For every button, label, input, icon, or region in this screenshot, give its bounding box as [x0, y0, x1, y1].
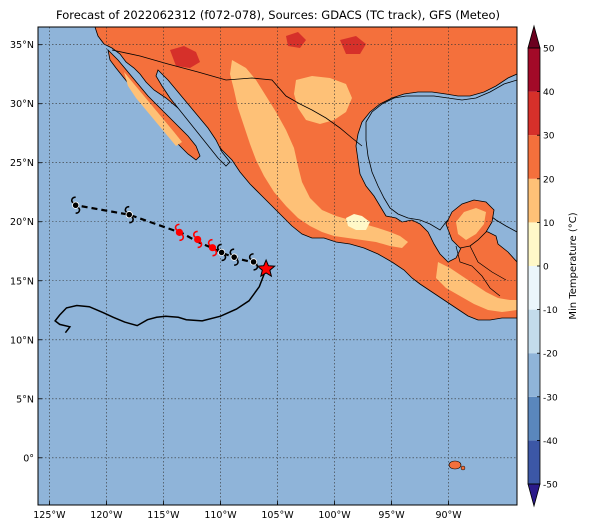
colorbar-bands: [527, 24, 541, 508]
gulf-of-california: [155, 69, 231, 167]
cyclone-eye: [208, 244, 217, 252]
lat-tick-label: 10°N: [10, 335, 34, 346]
cyclone-eye: [175, 228, 184, 236]
map-panel[interactable]: [37, 26, 518, 506]
cyclone-symbol-icon[interactable]: [124, 205, 134, 224]
lon-tick-label: 100°W: [318, 510, 351, 521]
land-layers: [38, 27, 517, 505]
lon-tick-label: 95°W: [378, 510, 405, 521]
colorbar-tick-label: 0: [543, 263, 549, 273]
lon-tick-label: 110°W: [204, 510, 237, 521]
cyclone-eye: [249, 258, 258, 266]
colorbar-tick-label: 50: [543, 45, 555, 55]
lon-tick-label: 120°W: [90, 510, 123, 521]
colorbar-tick-label: -10: [543, 306, 558, 316]
colorbar-tick-label: 20: [543, 175, 555, 185]
country-border-us-mexico: [111, 49, 363, 147]
cyclone-symbol-icon[interactable]: [70, 196, 81, 215]
colorbar-band: [528, 48, 540, 92]
longitude-axis: 125°W 120°W 115°W 110°W 105°W 100°W 95°W 90°W: [33, 501, 462, 521]
colorbar: 50 40 30 20 10 0 -10 -20 -30 -40 -50 Min Temperatu…: [527, 24, 579, 508]
colorbar-label: Min Temperature (°C): [568, 212, 579, 319]
map-title: Forecast of 2022062312 (f072-078), Sourc…: [56, 8, 500, 22]
lon-tick-label: 105°W: [261, 510, 294, 521]
colorbar-band: [528, 440, 540, 484]
lon-tick-label: 90°W: [435, 510, 462, 521]
lat-tick-label: 35°N: [10, 40, 34, 51]
lon-tick-label: 115°W: [147, 510, 180, 521]
warm-band-coast: [436, 262, 517, 312]
past-track-line: [54, 268, 267, 334]
country-border-central-america: [455, 245, 507, 297]
colorbar-tick-label: -50: [543, 481, 558, 491]
colorbar-tick-label: -30: [543, 393, 558, 403]
lat-tick-label: 5°N: [16, 394, 34, 405]
cyclone-symbol-icon[interactable]: [229, 248, 239, 266]
map-gridlines: [38, 27, 517, 505]
cyclone-symbol-icon[interactable]: [216, 243, 227, 262]
cyclone-symbol-icon[interactable]: [207, 238, 218, 257]
colorbar-band: [528, 266, 540, 310]
cyclone-symbol-icon[interactable]: [174, 223, 185, 242]
colorbar-tick-label: 30: [543, 132, 555, 142]
colorbar-band: [528, 91, 540, 136]
warm-band: [230, 60, 408, 248]
colorbar-tick-label: -20: [543, 350, 558, 360]
latitude-axis: 35°N 30°N 25°N 20°N 15°N 10°N 5°N 0°: [10, 40, 42, 464]
cyclone-eye: [218, 248, 226, 257]
colorbar-band: [528, 178, 540, 223]
colorbar-tick-label: 40: [543, 88, 555, 98]
cyclone-track[interactable]: [54, 196, 276, 334]
cyclone-symbol-icon[interactable]: [248, 253, 259, 271]
warm-band-north: [294, 76, 352, 124]
colorbar-band: [528, 309, 540, 354]
cyclone-eye: [194, 235, 202, 244]
colorbar-band: [528, 396, 540, 441]
current-position-star-icon[interactable]: [256, 258, 276, 278]
galapagos-islands: [448, 460, 462, 470]
lat-tick-label: 0°: [23, 453, 34, 464]
colorbar-max-extend: [527, 24, 541, 49]
colorbar-band: [528, 222, 540, 266]
cyclone-symbol-icon[interactable]: [192, 230, 203, 249]
colorbar-ticks: 50 40 30 20 10 0 -10 -20 -30 -40 -50: [537, 45, 558, 491]
hot-spot-north: [170, 46, 200, 68]
galapagos-islet: [460, 465, 466, 471]
hot-spot-ne: [286, 32, 306, 48]
cyclone-eye: [230, 253, 238, 261]
lat-tick-label: 30°N: [10, 99, 34, 110]
cyclone-eye: [125, 211, 133, 219]
cyclone-eye: [72, 201, 80, 209]
lat-tick-label: 15°N: [10, 276, 34, 287]
colorbar-tick-label: -40: [543, 437, 558, 447]
colorbar-tick-label: 10: [543, 219, 555, 229]
lat-tick-label: 25°N: [10, 158, 34, 169]
baja-warm-core: [124, 72, 182, 146]
lat-tick-label: 20°N: [10, 217, 34, 228]
forecast-track-line: [75, 204, 267, 270]
yucatan-warm: [456, 208, 486, 240]
colorbar-band: [528, 135, 540, 179]
lon-tick-label: 125°W: [33, 510, 66, 521]
colorbar-min-extend: [527, 483, 541, 508]
colorbar-band: [528, 353, 540, 397]
